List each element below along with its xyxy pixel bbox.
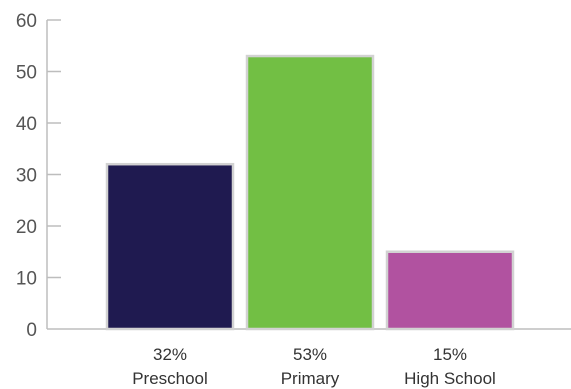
y-tick-label: 10 [16,269,37,290]
x-tick-label: High School [404,369,496,388]
bar-high-school [385,250,515,331]
x-tick-label: Primary [281,369,340,388]
y-tick-label: 30 [16,166,37,187]
x-tick-label: Preschool [132,369,208,388]
y-tick-label: 20 [16,217,37,238]
y-tick-label: 40 [16,114,37,135]
data-label: 15% [433,345,467,364]
data-label: 32% [153,345,187,364]
category-labels: 32% Preschool 53% Primary 15% High School [132,345,496,388]
bar-preschool [105,162,235,331]
bars [105,54,515,331]
y-tick-label: 0 [26,320,37,341]
y-axis: 0 10 20 30 40 50 60 [16,11,61,341]
y-tick-label: 50 [16,63,37,84]
y-tick-label: 60 [16,11,37,32]
data-label: 53% [293,345,327,364]
bar-primary [245,54,375,331]
